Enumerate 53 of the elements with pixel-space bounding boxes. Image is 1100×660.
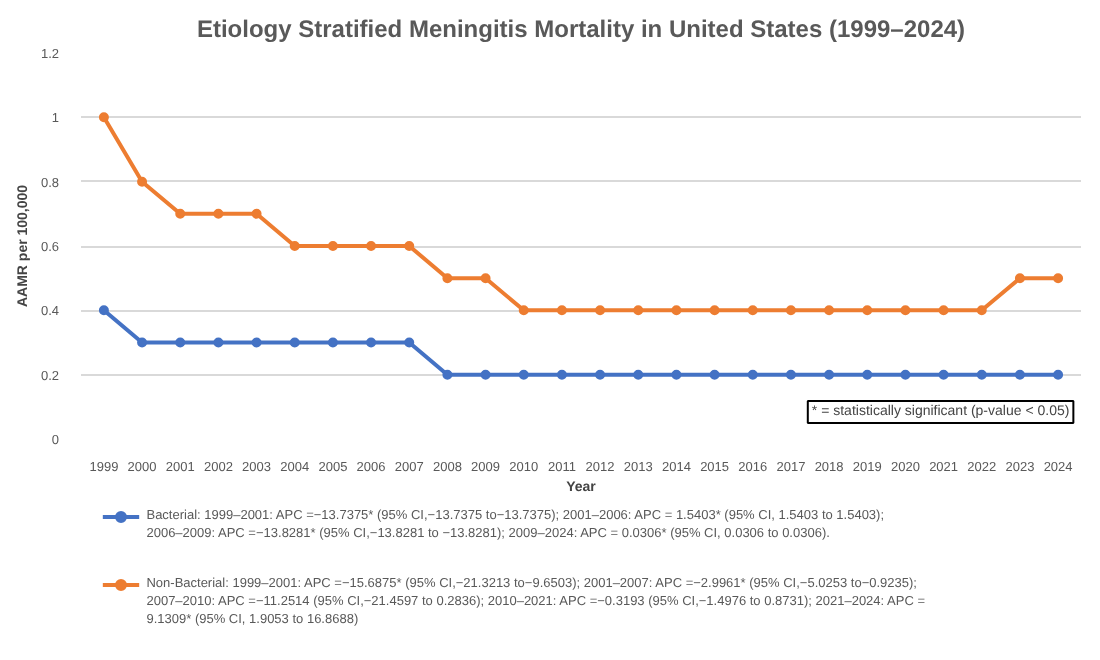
point [862,369,873,380]
point [404,241,415,251]
point [976,369,987,380]
point [213,208,224,219]
point [671,369,682,380]
point [289,241,300,251]
point [1053,369,1064,380]
point [327,241,338,251]
point [480,369,491,380]
point [442,273,453,284]
point [442,369,453,380]
point [518,369,529,380]
point [404,337,415,348]
point [98,112,109,123]
point [824,369,835,380]
point [175,208,186,219]
point [175,337,186,348]
point [595,305,606,316]
point [938,369,949,380]
point [1014,273,1025,284]
point [862,305,873,316]
point [824,305,835,316]
point [633,369,644,380]
point [900,369,911,380]
point [556,305,567,316]
point [595,369,606,380]
chart-title: Etiology Stratified Meningitis Mortality in United States (1999–2024) [196,15,966,43]
point [366,241,377,251]
point [747,305,758,316]
point [671,305,682,316]
point [213,337,224,348]
point [137,176,148,187]
point [480,273,491,284]
point [366,337,377,348]
point [137,337,148,348]
point [1014,369,1025,380]
point [785,369,796,380]
point [556,369,567,380]
point [938,305,949,316]
point [251,208,262,219]
point [785,305,796,316]
point [98,305,109,316]
point [709,369,720,380]
point [747,369,758,380]
point [327,337,338,348]
point [976,305,987,316]
point [1053,273,1064,284]
point [251,337,262,348]
point [900,305,911,316]
point [633,305,644,316]
point [518,305,529,316]
point [709,305,720,316]
point [289,337,300,348]
